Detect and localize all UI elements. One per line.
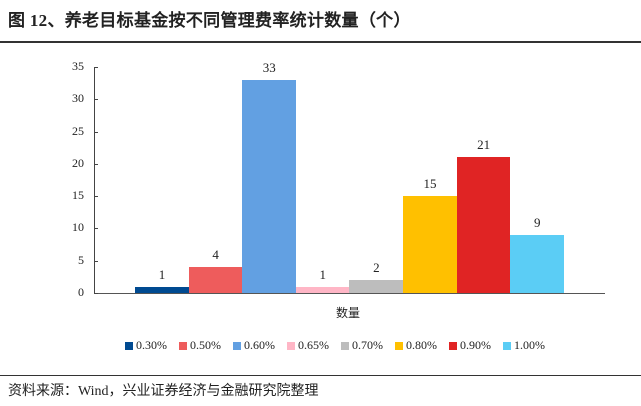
legend-item: 1.00% [503, 338, 545, 353]
legend-item: 0.90% [449, 338, 491, 353]
legend-label: 0.80% [406, 338, 437, 352]
legend-swatch-icon [287, 341, 295, 350]
legend-item: 0.80% [395, 338, 437, 353]
legend-label: 0.30% [136, 338, 167, 352]
bar-1-00pct [510, 234, 564, 293]
bar-0-50pct [188, 267, 243, 293]
source-divider [0, 375, 641, 376]
legend-item: 0.30% [125, 338, 167, 353]
y-tick-mark [94, 131, 98, 133]
bar-value-label: 9 [533, 214, 541, 230]
bar-value-label: 4 [212, 247, 219, 263]
bar-value-label: 1 [319, 266, 327, 282]
bar-value-label: 1 [158, 266, 166, 282]
y-tick-mark [94, 99, 98, 101]
legend-label: 0.60% [244, 338, 275, 352]
y-tick-label: 0 [78, 285, 84, 299]
y-tick-label: 25 [72, 123, 84, 138]
legend-label: 0.70% [352, 338, 383, 352]
legend-swatch-icon [125, 341, 133, 350]
legend-swatch-icon [341, 341, 349, 350]
legend-label: 0.50% [190, 338, 221, 352]
legend-swatch-icon [395, 341, 403, 350]
bar-0-70pct [349, 280, 403, 293]
bar-value-label: 2 [373, 260, 380, 276]
y-tick-mark [94, 163, 98, 165]
legend-label: 0.65% [298, 338, 329, 352]
bar-0-80pct [403, 196, 457, 293]
bar-0-60pct [242, 79, 296, 293]
bar-chart: 0 5 10 15 20 25 30 35 1 4 33 1 2 15 21 9 数量 0.30% 0.50%… [72, 59, 605, 353]
legend-item: 0.50% [179, 338, 221, 353]
bar-0-90pct [456, 157, 511, 293]
title-divider [0, 41, 641, 43]
legend-swatch-icon [449, 341, 457, 350]
bar-0-65pct [295, 286, 350, 293]
bar-0-30pct [135, 286, 189, 293]
legend-swatch-icon [179, 341, 187, 350]
legend-item: 0.60% [233, 338, 275, 353]
y-tick-mark [94, 293, 98, 294]
legend: 0.30% 0.50% 0.60% 0.65% 0.70% 0.80% 0.90% 1.00% [125, 338, 557, 353]
y-tick-label: 10 [72, 220, 84, 235]
y-axis [94, 67, 95, 294]
y-tick-label: 15 [72, 188, 84, 203]
x-axis [94, 293, 605, 294]
y-tick-label: 35 [72, 59, 84, 73]
bar-value-label: 33 [262, 59, 276, 75]
bar-value-label: 21 [477, 137, 491, 153]
legend-swatch-icon [503, 341, 511, 350]
y-tick-mark [94, 228, 98, 230]
legend-label: 0.90% [460, 338, 491, 352]
y-tick-label: 20 [72, 155, 84, 170]
y-tick-label: 30 [72, 91, 84, 106]
chart-title: 图 12、养老目标基金按不同管理费率统计数量（个） [8, 11, 411, 30]
legend-item: 0.70% [341, 338, 383, 353]
bar-value-label: 15 [423, 176, 437, 192]
legend-label: 1.00% [514, 338, 545, 352]
legend-swatch-icon [233, 341, 241, 350]
y-tick-label: 5 [78, 252, 84, 267]
x-axis-label: 数量 [336, 306, 361, 320]
y-tick-mark [94, 67, 98, 68]
y-tick-mark [94, 196, 98, 198]
y-tick-mark [94, 260, 98, 262]
legend-item: 0.65% [287, 338, 329, 353]
source-note: 资料来源：Wind，兴业证券经济与金融研究院整理 [8, 384, 319, 399]
